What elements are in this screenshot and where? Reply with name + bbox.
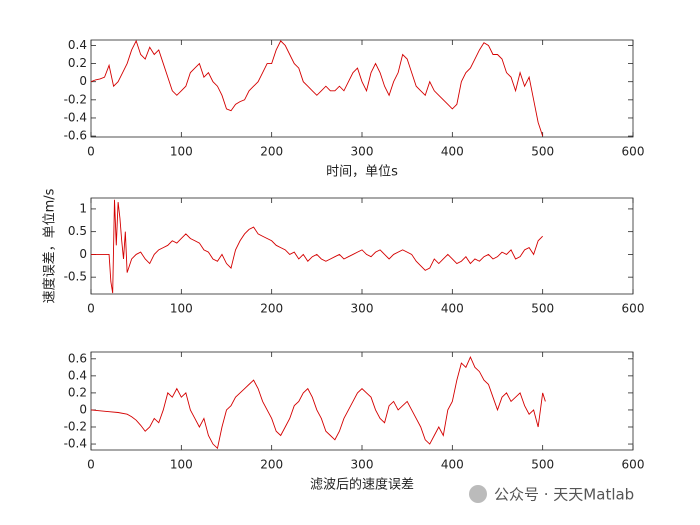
x-tick-label: 600 — [622, 302, 645, 316]
x-axis-label: 时间，单位s — [326, 165, 398, 180]
y-tick-label: -0.2 — [64, 92, 87, 106]
y-tick-label: 0.5 — [68, 224, 87, 238]
x-tick-label: 500 — [531, 458, 554, 472]
y-tick-label: 0 — [79, 247, 87, 261]
x-tick-label: 400 — [441, 145, 464, 159]
y-tick-label: -0.4 — [64, 110, 87, 124]
x-tick-label: 300 — [351, 145, 374, 159]
x-tick-label: 200 — [260, 302, 283, 316]
y-tick-label: 0.6 — [68, 351, 87, 365]
x-tick-label: 600 — [622, 145, 645, 159]
y-tick-label: 0.2 — [68, 385, 87, 399]
watermark-icon — [469, 485, 487, 503]
y-tick-label: 0 — [79, 402, 87, 416]
y-tick-label: -0.6 — [64, 129, 87, 143]
data-line — [90, 355, 546, 450]
y-tick-label: 1 — [79, 201, 87, 215]
y-tick-label: 0.4 — [68, 38, 87, 52]
x-tick-label: 500 — [531, 302, 554, 316]
y-tick-label: 0.4 — [68, 368, 87, 382]
x-tick-label: 300 — [351, 302, 374, 316]
x-tick-label: 300 — [351, 458, 374, 472]
y-axis-label: 速度误差，单位m/s — [42, 188, 58, 303]
watermark: 公众号 · 天天Matlab — [494, 486, 634, 504]
x-tick-label: 200 — [260, 145, 283, 159]
x-tick-label: 0 — [87, 145, 95, 159]
x-tick-label: 100 — [170, 458, 193, 472]
x-tick-label: 0 — [87, 458, 95, 472]
x-tick-label: 500 — [531, 145, 554, 159]
y-tick-label: -0.5 — [64, 270, 87, 284]
x-tick-label: 600 — [622, 458, 645, 472]
x-tick-label: 100 — [170, 145, 193, 159]
x-tick-label: 100 — [170, 302, 193, 316]
data-line — [90, 39, 544, 137]
x-tick-label: 400 — [441, 458, 464, 472]
y-tick-label: 0.2 — [68, 56, 87, 70]
x-axis-label: 滤波后的速度误差 — [310, 477, 414, 493]
y-tick-label: -0.4 — [64, 437, 87, 451]
x-tick-label: 0 — [87, 302, 95, 316]
data-line — [91, 199, 543, 294]
x-tick-label: 200 — [260, 458, 283, 472]
y-tick-label: 0 — [79, 74, 87, 88]
x-tick-label: 400 — [441, 302, 464, 316]
y-tick-label: -0.2 — [64, 419, 87, 433]
